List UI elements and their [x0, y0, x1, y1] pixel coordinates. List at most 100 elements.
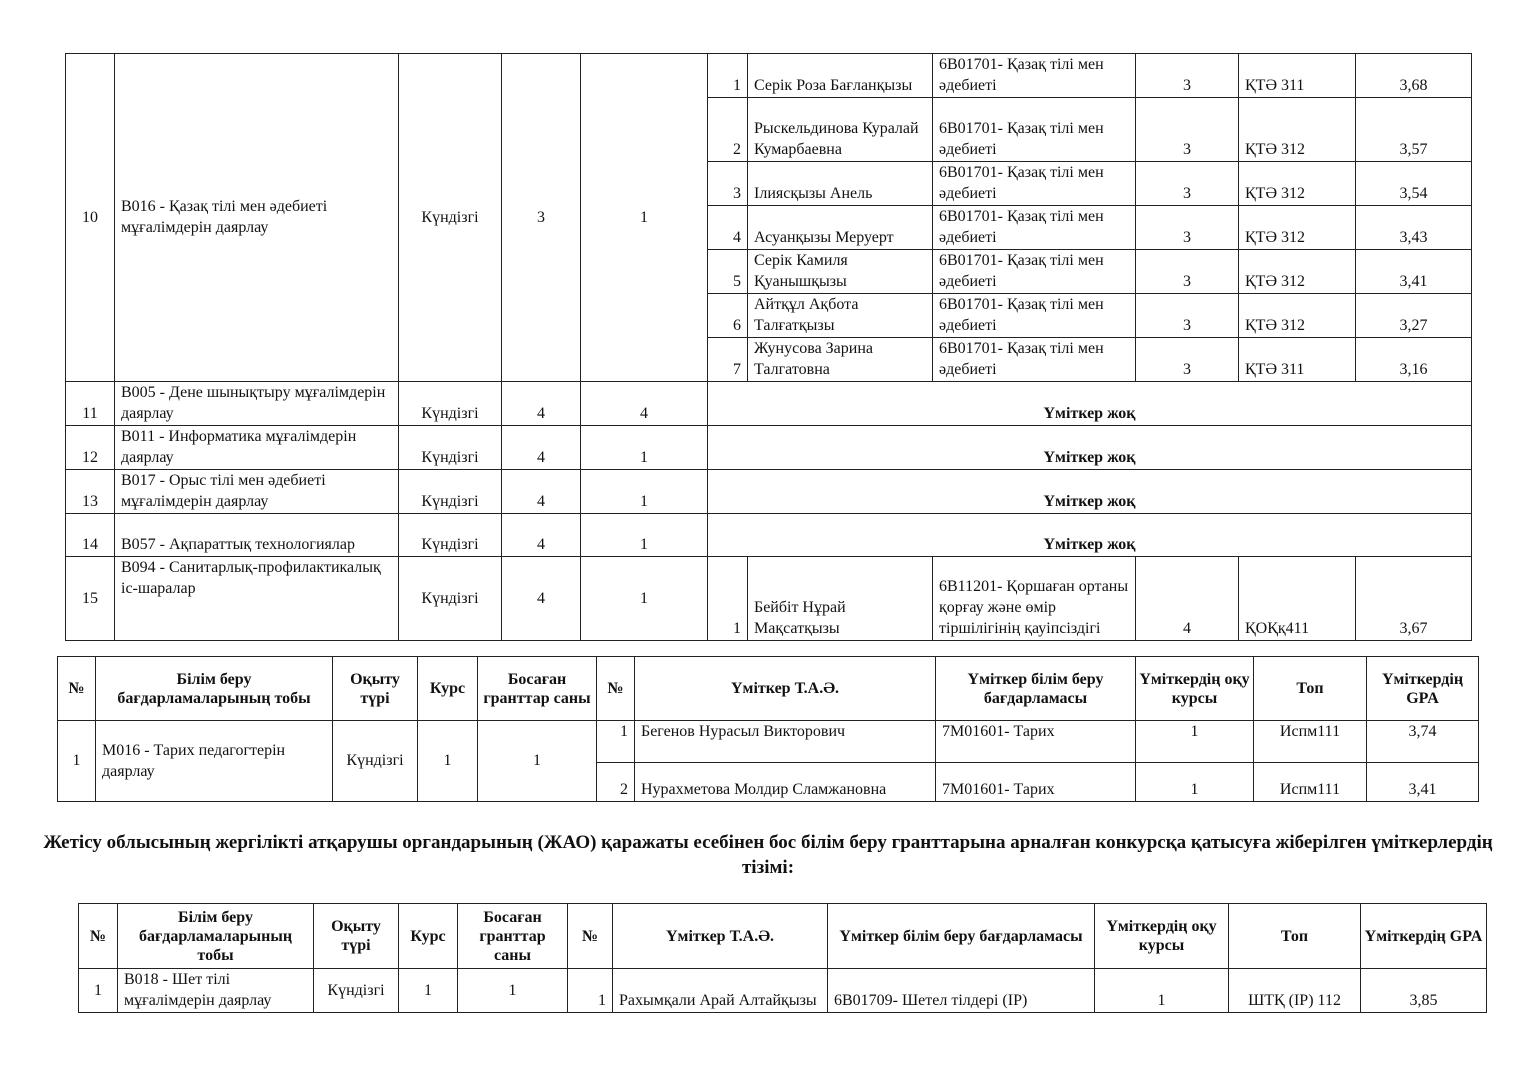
program-group: В005 - Дене шынықтыру мұғалімдерін даярл…	[114, 381, 399, 426]
candidate-number: 4	[707, 205, 748, 250]
candidate-gpa: 3,74	[1366, 720, 1479, 763]
candidate-name: Рахымқали Арай Алтайқызы	[612, 968, 828, 1013]
header-candidate-course: Үміткердің оқу курсы	[1135, 656, 1254, 721]
row-number: 1	[78, 968, 118, 1013]
candidate-gpa: 3,16	[1355, 337, 1472, 382]
candidate-name: Нурахметова Молдир Сламжановна	[634, 762, 936, 802]
candidate-program: 6В01701- Қазақ тілі мен әдебиеті	[932, 161, 1136, 206]
table-row: 15 В094 - Санитарлық-профилактикалық іс-ш…	[65, 556, 1472, 641]
candidate-gpa: 3,54	[1355, 161, 1472, 206]
candidate-program: 6В01701- Қазақ тілі мен әдебиеті	[932, 293, 1136, 338]
table-row: 1 В018 - Шет тілі мұғалімдерін даярлау Күн…	[78, 968, 1487, 1013]
study-form: Күндізгі	[398, 556, 502, 641]
header-candidate-program: Үміткер білім беру бағдарламасы	[935, 656, 1136, 721]
program-group: В018 - Шет тілі мұғалімдерін даярлау	[117, 968, 314, 1013]
candidate-number: 2	[596, 762, 635, 802]
candidate-course: 3	[1135, 205, 1239, 250]
header-candidate-name: Үміткер Т.А.Ә.	[634, 656, 936, 721]
course: 4	[501, 513, 581, 557]
table-row: 13 В017 - Орыс тілі мен әдебиеті мұғалімд…	[65, 469, 1472, 514]
candidate-program: 6В01701- Қазақ тілі мен әдебиеті	[932, 205, 1136, 250]
header-program-group: Білім беру бағдарламаларының тобы	[95, 656, 333, 721]
candidate-gpa: 3,67	[1355, 556, 1472, 641]
grant-count: 4	[580, 381, 708, 426]
header-course: Курс	[417, 656, 478, 721]
grant-count: 1	[580, 513, 708, 557]
row-number: 13	[65, 469, 115, 514]
row-number: 11	[65, 381, 115, 426]
grant-count: 1	[580, 556, 708, 641]
candidate-gpa: 3,68	[1355, 53, 1472, 98]
course: 1	[398, 968, 458, 1013]
table-row: 7 Жунусова Зарина Талгатовна 6В01701- Қаза…	[66, 337, 1472, 382]
row-number: 10	[65, 53, 115, 382]
section-heading: Жетісу облысының жергілікті атқарушы орг…	[43, 832, 1493, 878]
candidate-program: 6В01701- Қазақ тілі мен әдебиеті	[932, 53, 1136, 98]
candidate-course: 3	[1135, 293, 1239, 338]
row-number: 15	[65, 556, 115, 641]
table-row: 2 Рыскельдинова Куралай Кумарбаевна 6В0170…	[66, 97, 1472, 162]
no-candidates-label: Үміткер жоқ	[707, 513, 1472, 557]
candidate-group: ҚТӘ 312	[1238, 97, 1356, 162]
candidate-name: Рыскельдинова Куралай Кумарбаевна	[747, 97, 933, 162]
header-candidate-gpa: Үміткердің GPA	[1360, 903, 1487, 969]
table-row: 2 Нурахметова Молдир Сламжановна 7М01601- …	[58, 762, 1479, 802]
candidate-group: Испм111	[1253, 720, 1367, 763]
header-row: № Білім беру бағдарламаларының тобы Оқыту …	[78, 903, 1487, 969]
no-candidates-label: Үміткер жоқ	[707, 425, 1472, 470]
candidate-program: 6В01701- Қазақ тілі мен әдебиеті	[932, 97, 1136, 162]
candidate-number: 1	[567, 968, 613, 1013]
no-candidates-label: Үміткер жоқ	[707, 381, 1472, 426]
header-candidate-program: Үміткер білім беру бағдарламасы	[827, 903, 1095, 969]
table-row: 14 В057 - Ақпараттық технологиялар Күндізг…	[65, 513, 1472, 557]
candidate-number: 3	[707, 161, 748, 206]
candidate-course: 3	[1135, 97, 1239, 162]
candidate-number: 1	[596, 720, 635, 763]
candidate-program: 6В01709- Шетел тілдері (ІР)	[827, 968, 1095, 1013]
candidate-number: 6	[707, 293, 748, 338]
course: 4	[501, 556, 581, 641]
candidate-gpa: 3,41	[1366, 762, 1479, 802]
table-row: 11 В005 - Дене шынықтыру мұғалімдерін дая…	[65, 381, 1472, 426]
header-course: Курс	[398, 903, 458, 969]
candidate-name: Серік Роза Бағланқызы	[747, 53, 933, 98]
candidate-course: 3	[1135, 53, 1239, 98]
candidate-name: Бегенов Нурасыл Викторович	[634, 720, 936, 763]
candidate-name: Бейбіт Нұрай Мақсатқызы	[747, 556, 933, 641]
header-program-group: Білім беру бағдарламаларының тобы	[117, 903, 314, 969]
local-grants-candidates-table: № Білім беру бағдарламаларының тобы Оқыту …	[78, 903, 1487, 1013]
grant-count: 1	[580, 425, 708, 470]
course: 4	[501, 425, 581, 470]
candidate-group: ҚТӘ 312	[1238, 161, 1356, 206]
study-form: Күндізгі	[398, 381, 502, 426]
candidate-number: 7	[707, 337, 748, 382]
table-row: 1 М016 - Тарих педагогтерін даярлау Күндіз…	[57, 720, 1479, 802]
study-form: Күндізгі	[313, 968, 399, 1013]
program-group: М016 - Тарих педагогтерін даярлау	[95, 720, 333, 802]
candidate-course: 1	[1135, 720, 1254, 763]
header-candidate-group: Топ	[1228, 903, 1361, 969]
candidate-name: Айтқұл Ақбота Талғатқызы	[747, 293, 933, 338]
candidate-name: Асуанқызы Меруерт	[747, 205, 933, 250]
candidate-program: 7М01601- Тарих	[935, 762, 1136, 802]
master-candidates-table: № Білім беру бағдарламаларының тобы Оқыту …	[57, 656, 1479, 802]
table-row: 4 Асуанқызы Меруерт 6В01701- Қазақ тілі ме…	[66, 205, 1472, 250]
no-candidates-label: Үміткер жоқ	[707, 469, 1472, 514]
program-group: В017 - Орыс тілі мен әдебиеті мұғалімдер…	[114, 469, 399, 514]
header-row: № Білім беру бағдарламаларының тобы Оқыту …	[57, 656, 1479, 721]
candidate-gpa: 3,27	[1355, 293, 1472, 338]
candidate-number: 1	[707, 53, 748, 98]
table-row: 5 Серік Камиля Қуанышқызы 6В01701- Қазақ т…	[66, 249, 1472, 294]
grant-count: 1	[477, 720, 597, 802]
header-grant-count: Босаған гранттар саны	[477, 656, 597, 721]
header-study-form: Оқыту түрі	[313, 903, 399, 969]
study-form: Күндізгі	[398, 425, 502, 470]
row-number: 1	[57, 720, 96, 802]
grant-count: 1	[457, 968, 568, 1013]
program-group: В057 - Ақпараттық технологиялар	[114, 513, 399, 557]
table-row: 12 В011 - Информатика мұғалімдерін даярла…	[65, 425, 1472, 470]
candidate-program: 6В11201- Қоршаған ортаны қорғау және өмі…	[932, 556, 1136, 641]
row-number: 14	[65, 513, 115, 557]
candidate-gpa: 3,43	[1355, 205, 1472, 250]
study-form: Күндізгі	[332, 720, 418, 802]
